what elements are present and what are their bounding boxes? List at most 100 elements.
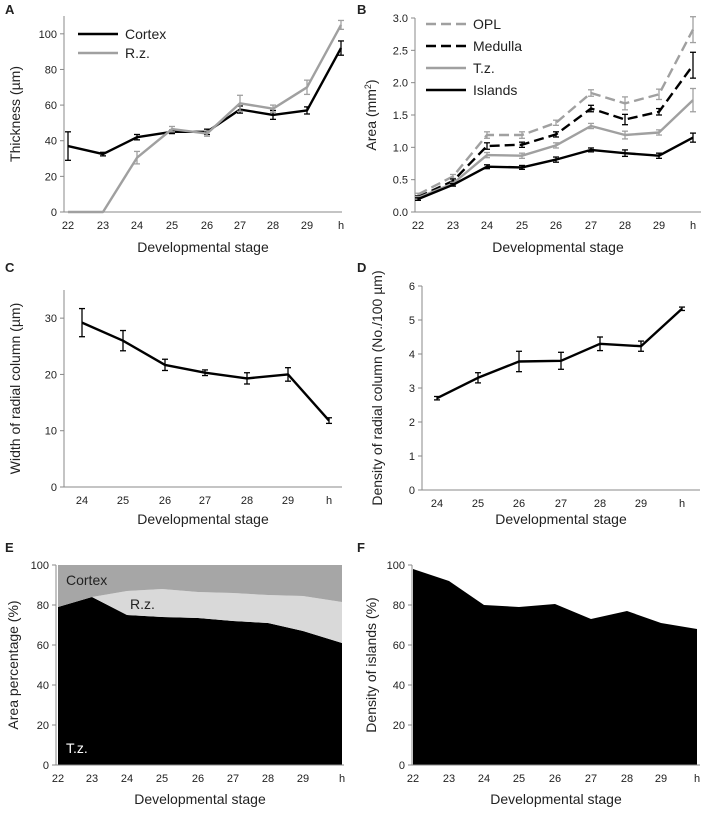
x-tick-label: 23 [97, 220, 109, 232]
error-bar [338, 40, 344, 56]
x-tick-label: 24 [131, 220, 143, 232]
x-tick-label: 22 [412, 220, 424, 232]
error-bar [484, 151, 490, 159]
error-bar [519, 131, 525, 139]
y-tick-label: 5 [409, 315, 415, 327]
error-bar [79, 307, 85, 338]
area-label-tz: T.z. [66, 740, 88, 756]
y-tick-label: 60 [393, 640, 405, 652]
x-tick-label: 29 [653, 220, 665, 232]
y-tick-label: 4 [409, 349, 415, 361]
error-bar [120, 329, 126, 352]
error-bar [204, 130, 210, 137]
y-tick-label: 2.0 [393, 78, 408, 90]
y-tick-label: 20 [393, 720, 405, 732]
error-bar [690, 87, 696, 113]
area-cortex [58, 565, 342, 607]
error-bar [338, 19, 344, 31]
x-tick-label: 27 [555, 498, 567, 510]
error-bar [588, 89, 594, 97]
error-bar [553, 131, 559, 138]
x-tick-label: 28 [594, 498, 606, 510]
x-tick-label: 23 [86, 773, 98, 785]
panel-label-B: B [357, 2, 366, 17]
error-bar [450, 182, 456, 187]
x-tick-label: 24 [431, 498, 443, 510]
series-line-opl [417, 29, 695, 196]
x-tick-label: 27 [227, 773, 239, 785]
error-bar [415, 197, 421, 202]
y-tick-label: 100 [387, 560, 405, 572]
y-tick-label: 2 [409, 417, 415, 429]
y-axis-label: Density of radial column (No./100 µm) [369, 270, 385, 505]
panel-label-C: C [5, 260, 15, 275]
y-tick-label: 80 [393, 600, 405, 612]
y-tick-label: 0 [51, 482, 57, 494]
legend-label: Cortex [125, 26, 166, 42]
y-tick-label: 1 [409, 451, 415, 463]
x-tick-label: 27 [585, 773, 597, 785]
area-label-rz: R.z. [130, 596, 155, 612]
error-bar [519, 141, 525, 148]
y-tick-label: 3 [409, 383, 415, 395]
x-tick-label: 24 [121, 773, 133, 785]
error-bar [690, 16, 696, 44]
error-bar [597, 336, 603, 352]
y-tick-label: 0.5 [393, 175, 408, 187]
error-bar [484, 131, 490, 139]
legend-label: OPL [473, 16, 501, 32]
y-axis-label: Thickness (µm) [7, 66, 23, 162]
panel-label-D: D [357, 260, 366, 275]
x-tick-label: 27 [234, 220, 246, 232]
x-tick-label: 25 [516, 220, 528, 232]
error-bar [202, 369, 208, 377]
x-tick-label: 25 [156, 773, 168, 785]
x-tick-label: h [694, 773, 700, 785]
y-tick-label: 40 [37, 680, 49, 692]
x-tick-label: 25 [513, 773, 525, 785]
x-tick-label: 25 [472, 498, 484, 510]
x-tick-label: 22 [52, 773, 64, 785]
x-tick-label: 23 [443, 773, 455, 785]
error-bar [622, 113, 628, 126]
legend-label: Medulla [473, 38, 522, 54]
x-tick-label: 29 [635, 498, 647, 510]
error-bar [553, 142, 559, 149]
y-axis-label: Density of islands (%) [363, 597, 379, 732]
y-tick-label: 2.5 [393, 45, 408, 57]
y-tick-label: 40 [393, 680, 405, 692]
y-tick-label: 80 [37, 600, 49, 612]
error-bar [558, 351, 564, 370]
error-bar [244, 372, 250, 385]
error-bar [65, 131, 71, 161]
error-bar [304, 79, 310, 96]
x-axis-label: Developmental stage [492, 239, 624, 255]
y-tick-label: 3.0 [393, 13, 408, 25]
error-bar [588, 147, 594, 153]
error-bar [162, 358, 168, 372]
x-tick-label: 29 [297, 773, 309, 785]
error-bar [553, 119, 559, 126]
area-tz [58, 597, 342, 765]
x-axis-label: Developmental stage [495, 511, 627, 527]
y-tick-label: 0 [43, 760, 49, 772]
panel-label-A: A [5, 2, 15, 17]
y-tick-label: 6 [409, 281, 415, 293]
x-tick-label: 28 [621, 773, 633, 785]
x-tick-label: 28 [619, 220, 631, 232]
x-tick-label: 28 [262, 773, 274, 785]
y-tick-label: 1.5 [393, 110, 408, 122]
error-bar [285, 367, 291, 382]
x-axis-label: Developmental stage [490, 791, 622, 807]
error-bar [519, 164, 525, 170]
x-tick-label: 26 [513, 498, 525, 510]
x-tick-label: 25 [166, 220, 178, 232]
y-tick-label: 20 [45, 171, 57, 183]
x-tick-label: h [339, 773, 345, 785]
x-tick-label: h [690, 220, 696, 232]
x-tick-label: 28 [267, 220, 279, 232]
x-tick-label: 26 [550, 220, 562, 232]
error-bar [519, 152, 525, 159]
y-tick-label: 10 [45, 426, 57, 438]
